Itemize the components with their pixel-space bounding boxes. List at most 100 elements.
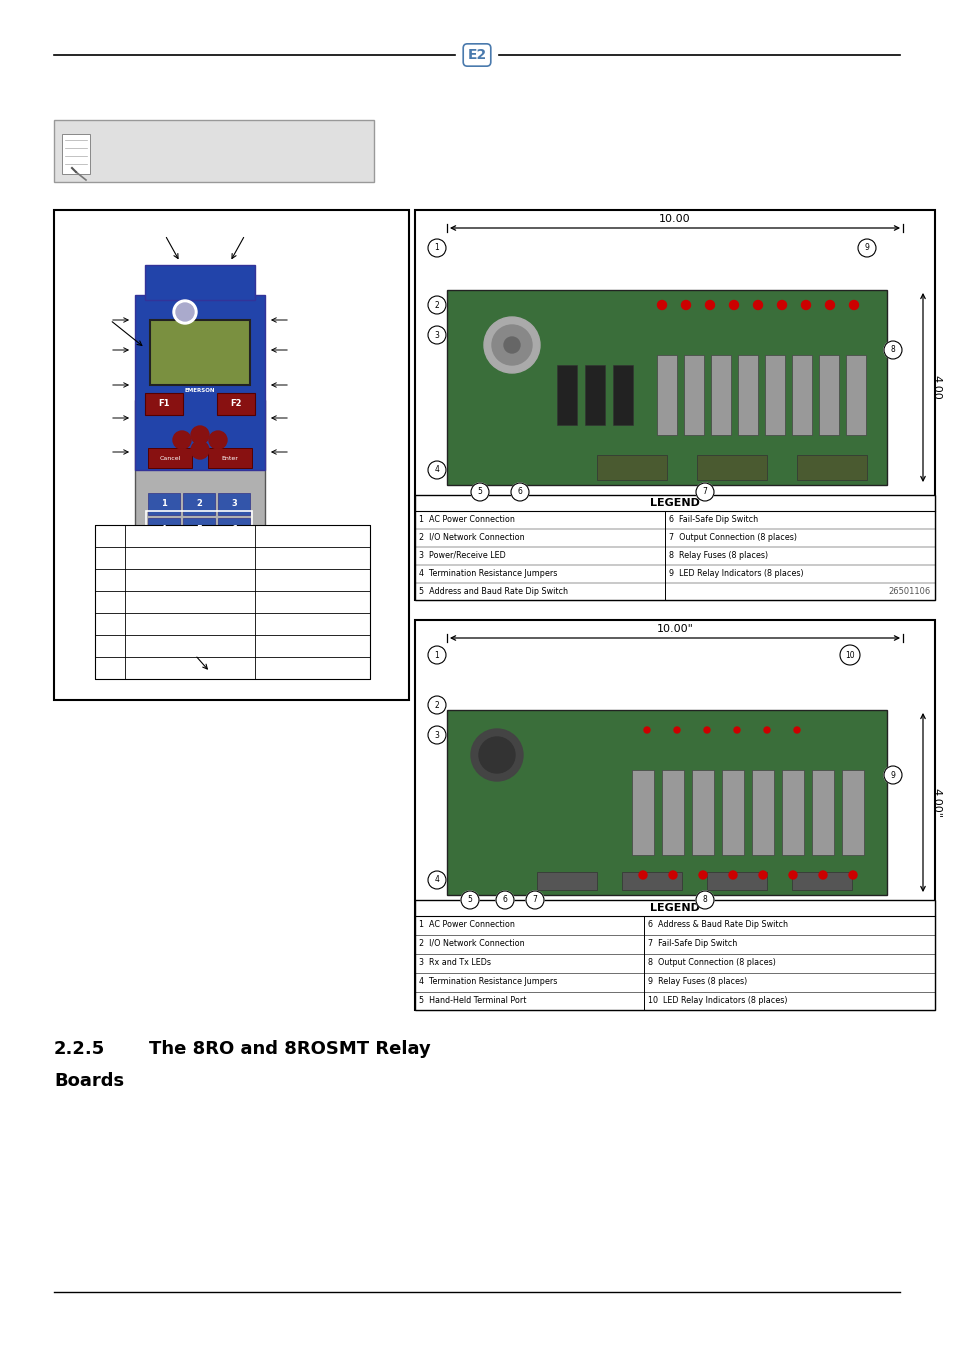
Text: 1: 1 [435, 651, 439, 660]
Text: 10.00: 10.00 [659, 215, 690, 224]
Circle shape [639, 871, 646, 879]
Text: 3: 3 [435, 730, 439, 740]
Circle shape [728, 871, 737, 879]
Circle shape [657, 301, 666, 309]
Bar [818, 355, 838, 435]
Bar [183, 543, 214, 566]
Bar [751, 769, 773, 855]
Text: 1  AC Power Connection: 1 AC Power Connection [418, 919, 515, 929]
Circle shape [759, 871, 766, 879]
Text: Cancel: Cancel [159, 455, 180, 460]
Bar [691, 769, 713, 855]
Bar [657, 355, 677, 435]
Text: 7  Output Connection (8 places): 7 Output Connection (8 places) [668, 533, 796, 541]
Text: 7: 7 [161, 549, 167, 559]
Circle shape [428, 239, 446, 256]
Circle shape [857, 239, 875, 256]
Bar [764, 355, 784, 435]
Text: 9: 9 [863, 243, 868, 252]
Circle shape [496, 891, 514, 909]
Circle shape [753, 301, 761, 309]
Text: The 8RO and 8ROSMT Relay: The 8RO and 8ROSMT Relay [149, 1040, 431, 1058]
Bar [721, 769, 743, 855]
Bar [710, 355, 730, 435]
Circle shape [705, 301, 714, 309]
Circle shape [848, 871, 856, 879]
Text: Enter: Enter [221, 455, 238, 460]
Text: 9  LED Relay Indicators (8 places): 9 LED Relay Indicators (8 places) [668, 568, 802, 578]
Circle shape [483, 317, 539, 373]
Circle shape [777, 301, 785, 309]
Text: .: . [162, 575, 166, 583]
Bar [218, 568, 250, 590]
Text: 8  Relay Fuses (8 places): 8 Relay Fuses (8 places) [668, 551, 767, 560]
Bar [216, 393, 254, 414]
Bar [597, 455, 666, 481]
Circle shape [191, 441, 209, 459]
Circle shape [525, 891, 543, 909]
Text: 3  Rx and Tx LEDs: 3 Rx and Tx LEDs [418, 958, 491, 967]
Bar [208, 448, 252, 468]
Circle shape [668, 871, 677, 879]
Text: 5: 5 [467, 895, 472, 905]
Bar [791, 355, 811, 435]
Bar [791, 872, 851, 890]
Circle shape [793, 728, 800, 733]
Bar [613, 364, 633, 425]
Text: F2: F2 [230, 400, 241, 409]
Bar [706, 872, 766, 890]
Bar [135, 400, 265, 580]
Bar [683, 355, 703, 435]
Circle shape [172, 300, 196, 324]
Circle shape [696, 483, 713, 501]
Circle shape [696, 891, 713, 909]
Text: -: - [232, 575, 235, 583]
Text: 4: 4 [435, 466, 439, 474]
Bar [135, 296, 265, 470]
Text: 4: 4 [435, 876, 439, 884]
Text: 2: 2 [435, 701, 439, 710]
Circle shape [428, 296, 446, 315]
Bar [145, 265, 254, 300]
Circle shape [503, 338, 519, 352]
Text: 2  I/O Network Connection: 2 I/O Network Connection [418, 533, 524, 541]
Bar [796, 455, 866, 481]
Text: 1: 1 [435, 243, 439, 252]
Circle shape [471, 483, 489, 501]
Circle shape [848, 301, 858, 309]
Circle shape [788, 871, 796, 879]
Circle shape [673, 728, 679, 733]
Bar [781, 769, 803, 855]
Circle shape [883, 342, 901, 359]
Circle shape [840, 645, 859, 666]
Circle shape [492, 325, 532, 364]
Text: 6  Address & Baud Rate Dip Switch: 6 Address & Baud Rate Dip Switch [647, 919, 787, 929]
Text: 5  Address and Baud Rate Dip Switch: 5 Address and Baud Rate Dip Switch [418, 587, 567, 595]
Circle shape [883, 765, 901, 784]
Bar [62, 134, 90, 174]
Text: 7  Fail-Safe Dip Switch: 7 Fail-Safe Dip Switch [647, 940, 737, 948]
Text: Boards: Boards [54, 1072, 124, 1089]
Circle shape [460, 891, 478, 909]
Bar [631, 769, 654, 855]
Bar [697, 455, 766, 481]
Text: E2: E2 [467, 49, 486, 62]
Bar [95, 525, 370, 679]
Text: LEGEND: LEGEND [649, 498, 700, 508]
Circle shape [478, 737, 515, 774]
Text: 2: 2 [435, 301, 439, 309]
Circle shape [428, 460, 446, 479]
Bar [218, 493, 250, 514]
Circle shape [172, 431, 191, 450]
Text: 8: 8 [196, 549, 202, 559]
Bar [811, 769, 833, 855]
Circle shape [703, 728, 709, 733]
Bar [183, 518, 214, 540]
Bar [148, 448, 192, 468]
Circle shape [428, 325, 446, 344]
Circle shape [428, 726, 446, 744]
Bar [415, 495, 934, 599]
Text: 1: 1 [161, 500, 167, 509]
Bar [218, 543, 250, 566]
Bar [557, 364, 577, 425]
